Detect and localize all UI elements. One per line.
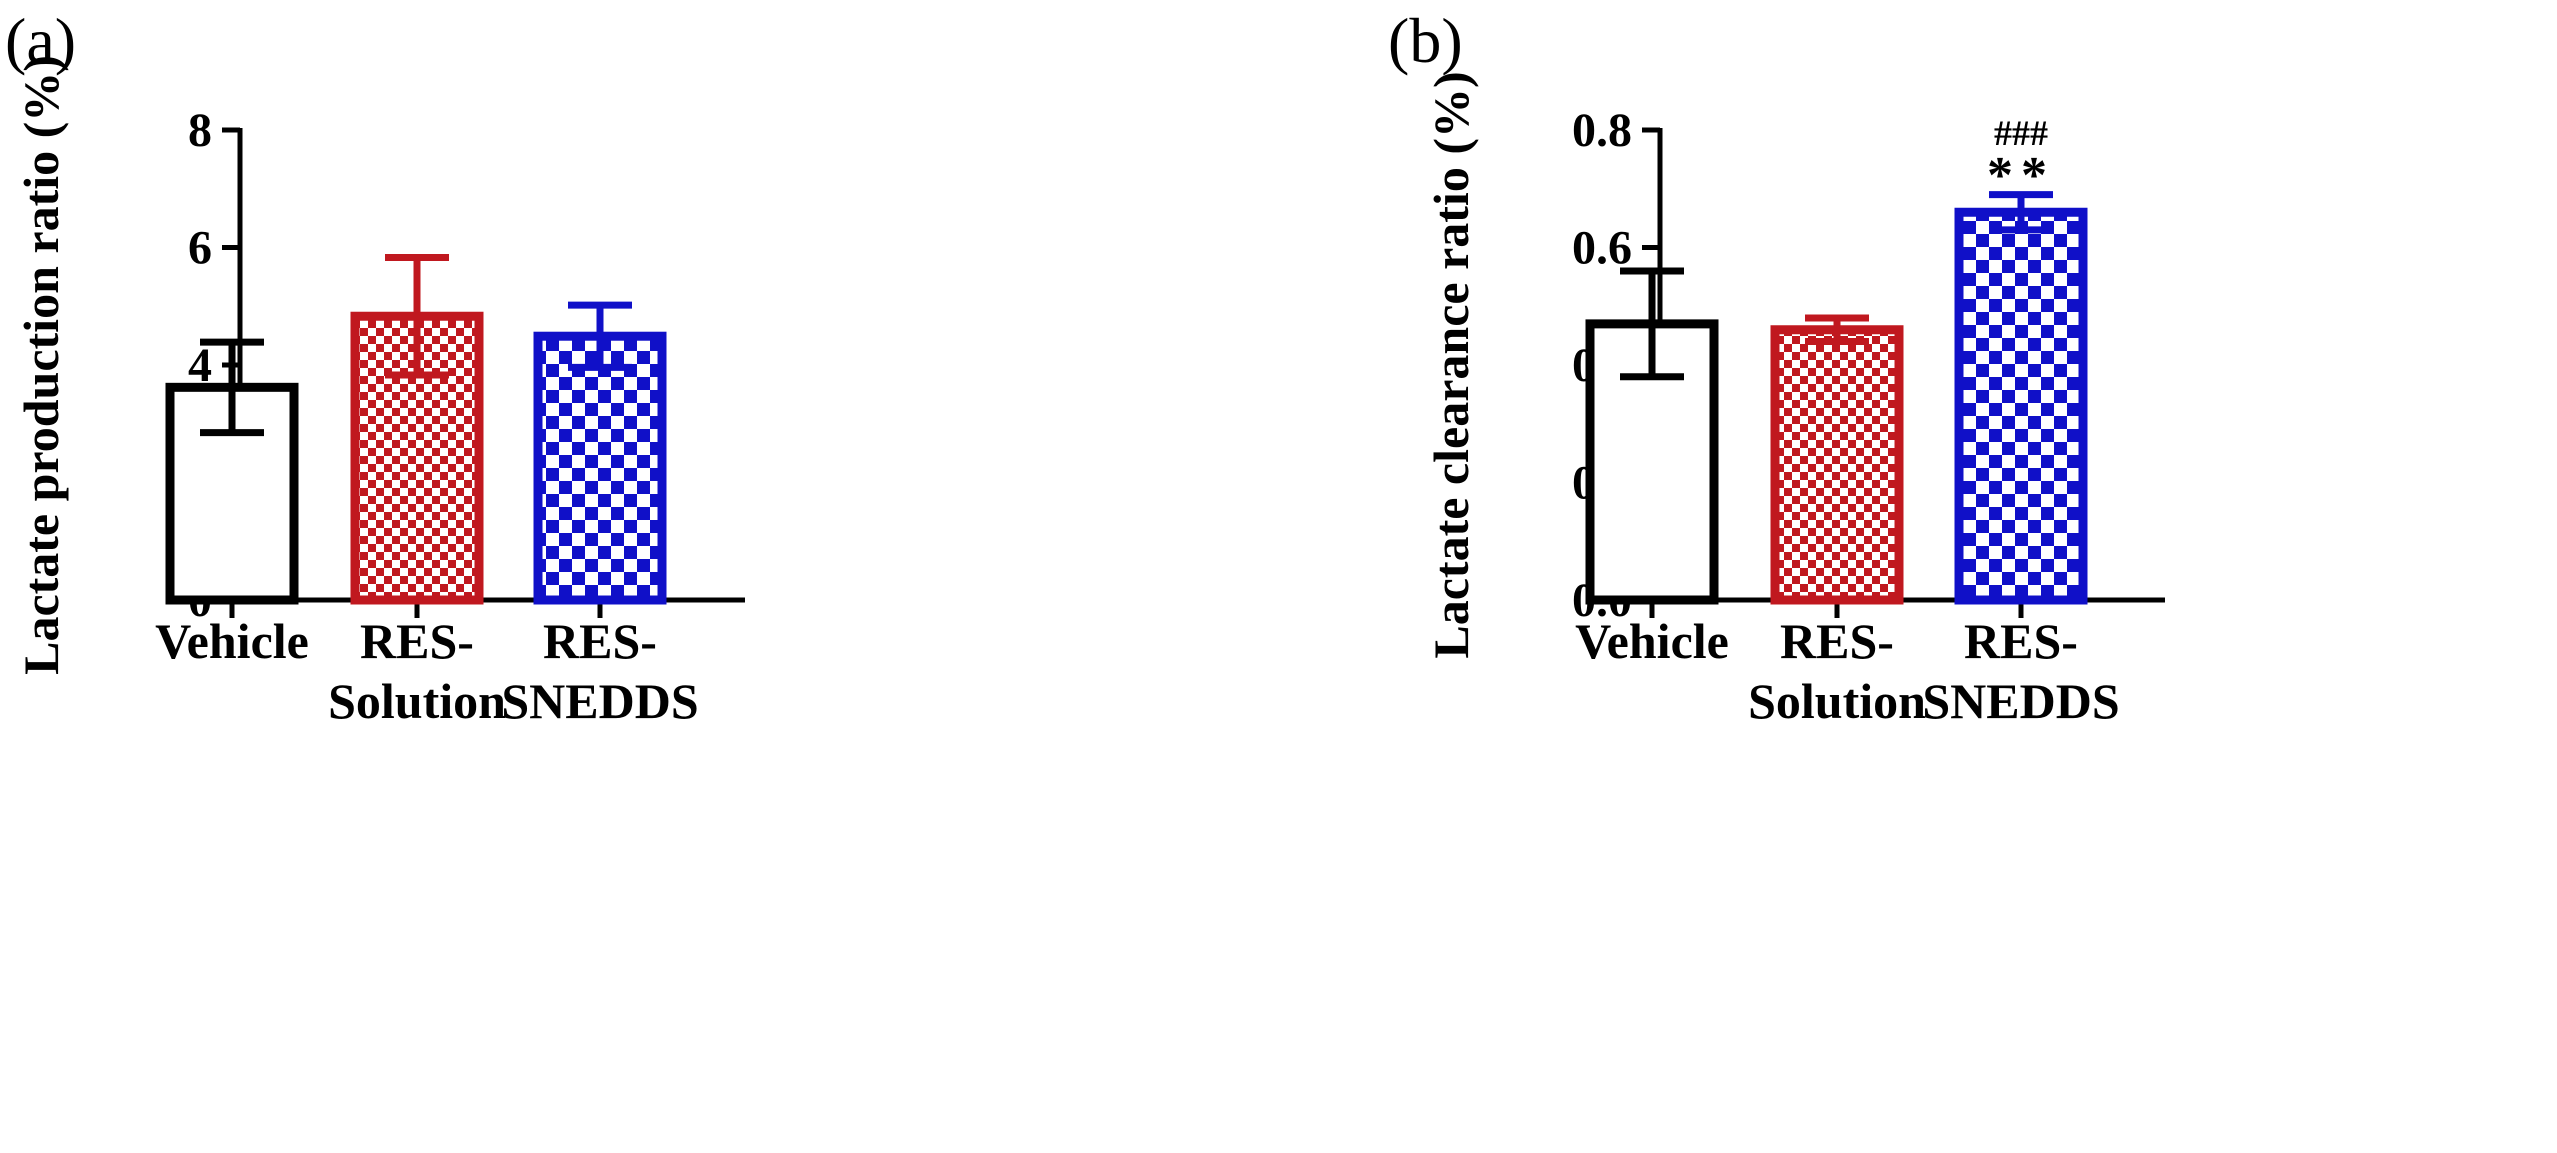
panel-a-y-axis-title: Lactate production ratio (%) [13, 55, 69, 675]
bar [1770, 325, 1904, 605]
panel-b-y-axis-title: Lactate clearance ratio (%) [1423, 71, 1479, 658]
panel-b-label: (b) [1388, 5, 1463, 76]
x-category-label: SNEDDS [501, 673, 698, 729]
y-tick-label: 0.6 [1572, 222, 1632, 275]
x-category-label: Vehicle [155, 613, 309, 669]
bar [533, 331, 667, 605]
x-category-label: RES- [360, 613, 474, 669]
panel-a: (a) Lactate production ratio (%) 02468Ve… [5, 5, 745, 729]
x-category-label: Vehicle [1575, 613, 1729, 669]
x-category-label: Solution [1748, 673, 1926, 729]
y-tick-label: 0.8 [1572, 104, 1632, 157]
significance-hash: ### [1994, 113, 2048, 153]
panel-b-plot: 0.00.20.40.60.8VehicleRES-SolutionRES-SN… [1572, 104, 2165, 729]
x-category-label: Solution [328, 673, 506, 729]
x-category-label: RES- [1780, 613, 1894, 669]
x-category-label: RES- [543, 613, 657, 669]
y-tick-label: 6 [188, 222, 212, 275]
y-tick-label: 8 [188, 104, 212, 157]
significance-stars: ** [1987, 147, 2055, 204]
panel-a-label: (a) [5, 5, 76, 76]
bar [1954, 207, 2088, 605]
x-category-label: RES- [1964, 613, 2078, 669]
panel-b: (b) Lactate clearance ratio (%) 0.00.20.… [1388, 5, 2165, 729]
x-category-label: SNEDDS [1922, 673, 2119, 729]
